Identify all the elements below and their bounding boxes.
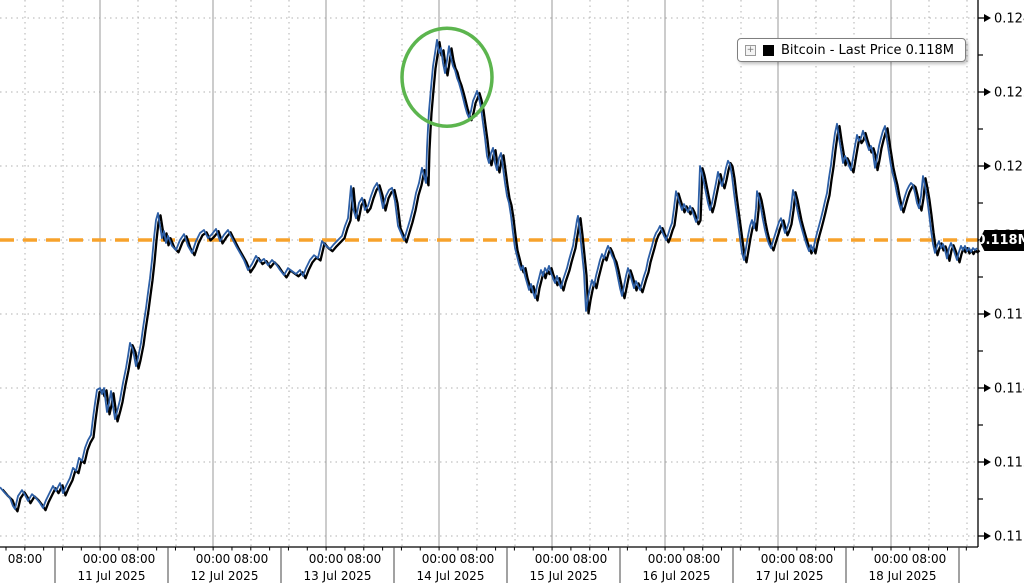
- svg-text:0.112M: 0.112M: [994, 456, 1024, 471]
- svg-text:15 Jul 2025: 15 Jul 2025: [530, 569, 598, 583]
- price-line-path: [0, 38, 978, 510]
- svg-text:18 Jul 2025: 18 Jul 2025: [869, 569, 937, 583]
- legend-expand-icon[interactable]: +: [745, 44, 756, 56]
- svg-text:08:00: 08:00: [121, 552, 156, 566]
- svg-text:16 Jul 2025: 16 Jul 2025: [643, 569, 711, 583]
- peak-highlight-circle: [400, 26, 494, 128]
- axes: [0, 0, 979, 548]
- svg-text:0.116M: 0.116M: [994, 308, 1024, 323]
- svg-text:08:00: 08:00: [573, 552, 608, 566]
- svg-text:12 Jul 2025: 12 Jul 2025: [191, 569, 259, 583]
- svg-text:08:00: 08:00: [799, 552, 834, 566]
- svg-text:08:00: 08:00: [8, 552, 43, 566]
- last-price-badge: 0.118M: [979, 230, 1024, 251]
- svg-text:00:00: 00:00: [309, 552, 344, 566]
- gridlines: [0, 0, 978, 547]
- price-line-shadow: [1, 40, 981, 513]
- svg-text:00:00: 00:00: [648, 552, 683, 566]
- svg-text:11 Jul 2025: 11 Jul 2025: [78, 569, 146, 583]
- svg-text:0.114M: 0.114M: [994, 382, 1024, 397]
- svg-text:08:00: 08:00: [234, 552, 269, 566]
- svg-text:13 Jul 2025: 13 Jul 2025: [304, 569, 372, 583]
- svg-text:0.12M: 0.12M: [994, 160, 1024, 175]
- svg-text:00:00: 00:00: [196, 552, 231, 566]
- svg-text:00:00: 00:00: [83, 552, 118, 566]
- svg-text:08:00: 08:00: [912, 552, 947, 566]
- svg-text:14 Jul 2025: 14 Jul 2025: [417, 569, 485, 583]
- svg-text:00:00: 00:00: [761, 552, 796, 566]
- legend-series-label: Bitcoin - Last Price 0.118M: [781, 42, 955, 58]
- annotations: [400, 26, 494, 128]
- svg-text:00:00: 00:00: [535, 552, 570, 566]
- last-price-badge-label: 0.118M: [976, 233, 1024, 248]
- svg-text:08:00: 08:00: [686, 552, 721, 566]
- y-axis-labels: 0.124M 0.122M 0.12M 0.116M 0.114M 0.112M 0.11M: [978, 12, 1024, 545]
- svg-text:0.124M: 0.124M: [994, 12, 1024, 27]
- price-line: [0, 38, 981, 513]
- svg-text:00:00: 00:00: [874, 552, 909, 566]
- svg-text:00:00: 00:00: [422, 552, 457, 566]
- svg-text:17 Jul 2025: 17 Jul 2025: [756, 569, 824, 583]
- svg-text:0.11M: 0.11M: [994, 530, 1024, 545]
- svg-text:08:00: 08:00: [460, 552, 495, 566]
- svg-text:08:00: 08:00: [347, 552, 382, 566]
- svg-text:0.122M: 0.122M: [994, 86, 1024, 101]
- legend[interactable]: + Bitcoin - Last Price 0.118M: [737, 38, 967, 62]
- legend-series-swatch: [763, 44, 774, 56]
